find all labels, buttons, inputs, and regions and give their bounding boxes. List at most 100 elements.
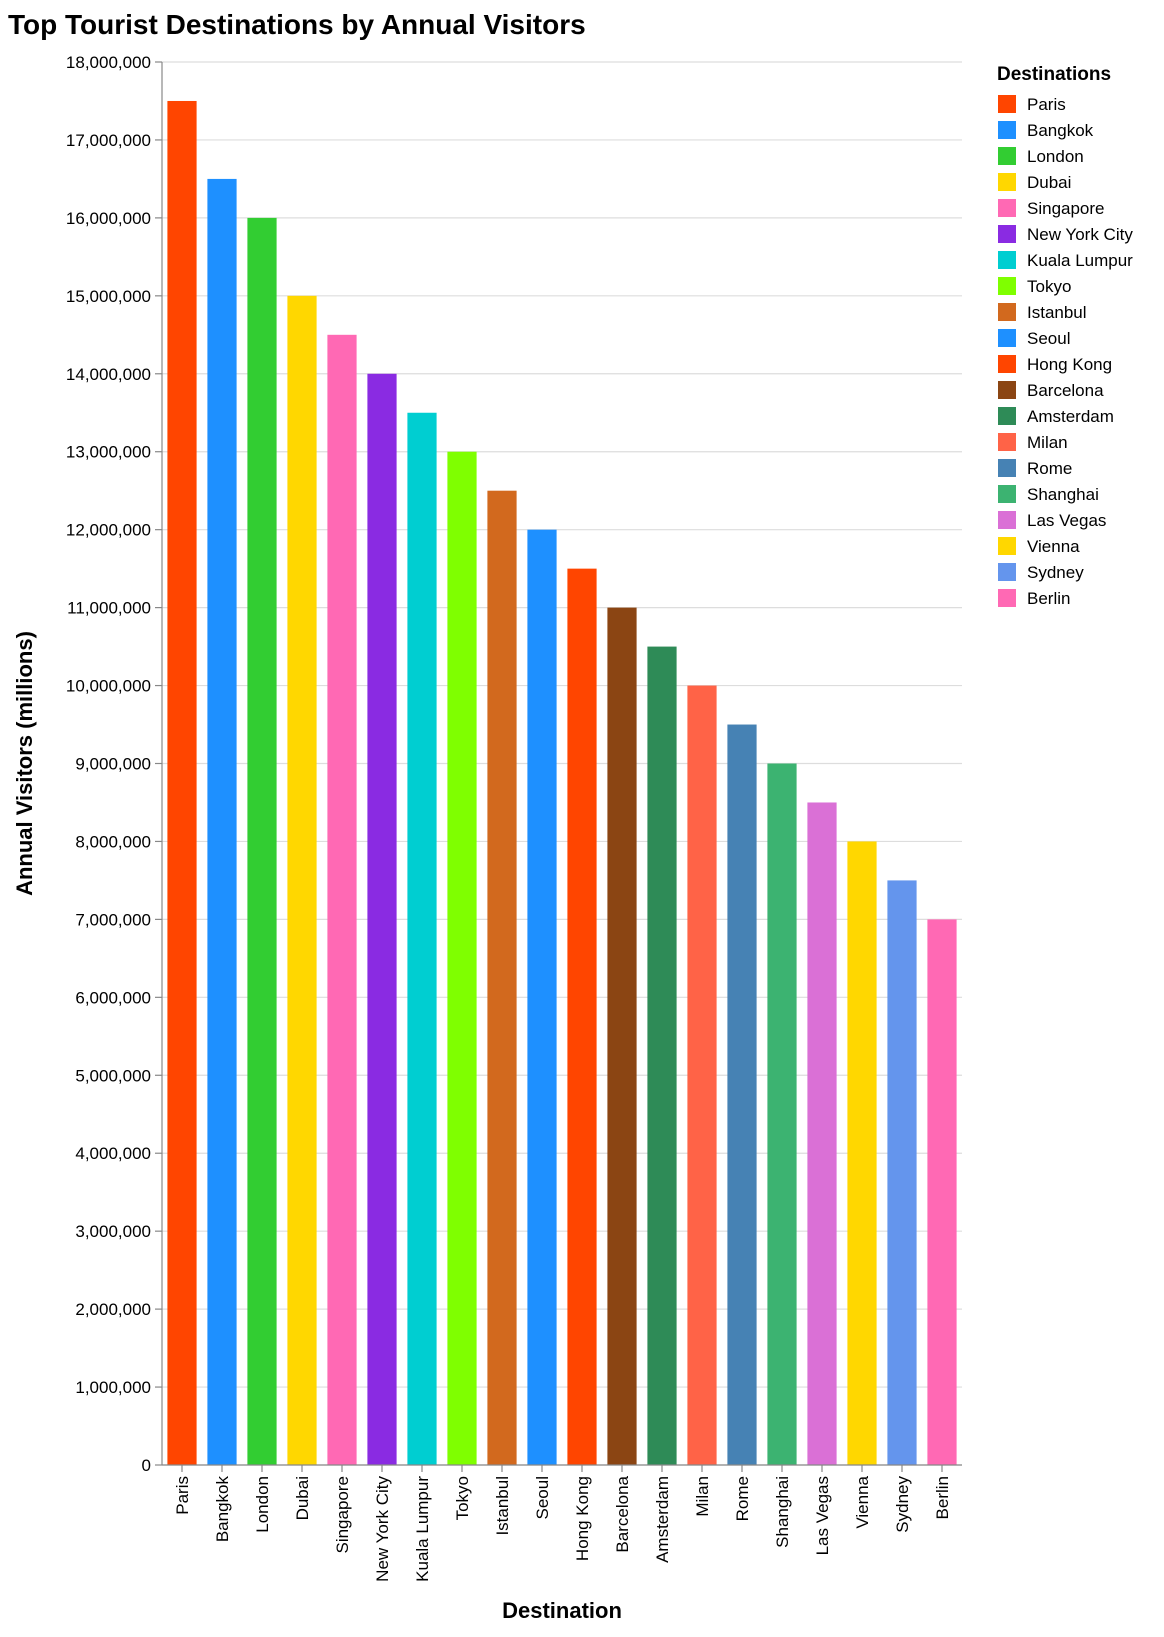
y-tick-label: 10,000,000 [66,677,151,696]
legend-label: Kuala Lumpur [1027,251,1133,270]
x-tick-label: Shanghai [773,1476,792,1548]
y-tick-label: 0 [142,1456,151,1475]
x-tick-label: Rome [733,1476,752,1521]
x-tick-label: New York City [373,1476,392,1582]
legend-swatch [998,563,1016,581]
bar-seoul [527,529,557,1465]
y-tick-label: 8,000,000 [75,832,151,851]
y-tick-label: 17,000,000 [66,131,151,150]
y-axis-label: Annual Visitors (millions) [12,631,37,896]
x-tick-label: Berlin [933,1476,952,1519]
x-axis-label: Destination [502,1598,622,1623]
legend-label: Las Vegas [1027,511,1106,530]
legend-swatch [998,589,1016,607]
bar-istanbul [487,490,517,1465]
legend-label: Bangkok [1027,121,1094,140]
legend-label: Seoul [1027,329,1070,348]
y-tick-label: 13,000,000 [66,443,151,462]
legend-label: Istanbul [1027,303,1087,322]
legend-label: Hong Kong [1027,355,1112,374]
legend-label: Vienna [1027,537,1080,556]
legend-label: Berlin [1027,589,1070,608]
x-tick-label: Kuala Lumpur [413,1476,432,1582]
y-axis: 0 1,000,000 2,000,000 3,000,000 4,000,000 5,0… [66,53,163,1475]
bar-barcelona [607,607,637,1465]
y-tick-label: 16,000,000 [66,209,151,228]
x-tick-label: Las Vegas [813,1476,832,1555]
legend-swatch [998,121,1016,139]
legend-swatch [998,407,1016,425]
bar-london [247,217,277,1465]
y-tick-label: 7,000,000 [75,910,151,929]
y-tick-label: 11,000,000 [67,599,151,618]
bar-dubai [287,295,317,1465]
legend-label: New York City [1027,225,1133,244]
x-tick-label: Seoul [533,1476,552,1519]
x-tick-label: Barcelona [613,1475,632,1552]
y-tick-label: 4,000,000 [75,1144,151,1163]
legend-swatch [998,459,1016,477]
legend-label: Amsterdam [1027,407,1114,426]
y-tick-label: 14,000,000 [66,365,151,384]
bars [167,100,957,1466]
legend-swatch [998,225,1016,243]
legend-swatch [998,329,1016,347]
legend-label: Paris [1027,95,1066,114]
legend-swatch [998,303,1016,321]
legend-swatch [998,277,1016,295]
y-tick-label: 18,000,000 [66,53,151,72]
legend-label: Sydney [1027,563,1084,582]
x-tick-label: Paris [173,1476,192,1515]
x-tick-label: Sydney [893,1476,912,1533]
x-tick-label: Singapore [333,1476,352,1554]
y-tick-label: 6,000,000 [75,988,151,1007]
legend-label: Milan [1027,433,1068,452]
x-tick-label: Hong Kong [573,1476,592,1561]
x-tick-label: Tokyo [453,1476,472,1520]
bar-tokyo [447,451,477,1465]
y-tick-label: 5,000,000 [75,1066,151,1085]
bar-rome [727,724,757,1465]
grid-lines [162,61,962,1466]
legend-label: Tokyo [1027,277,1071,296]
bar-new-york-city [367,373,397,1465]
bar-las-vegas [807,802,837,1465]
legend-swatch [998,381,1016,399]
x-tick-label: Amsterdam [653,1476,672,1563]
bar-amsterdam [647,646,677,1465]
bar-bangkok [207,178,237,1466]
x-axis: Paris Bangkok London Dubai Singapore New York… [162,1464,962,1582]
bar-sydney [887,880,917,1465]
legend-swatch [998,95,1016,113]
legend-swatch [998,433,1016,451]
legend-items: Paris Bangkok London Dubai Singapore New York… [998,95,1133,608]
x-tick-label: Bangkok [213,1476,232,1543]
legend-label: Rome [1027,459,1072,478]
legend: Destinations Paris Bangkok London Dubai Sing… [997,64,1133,608]
legend-label: Dubai [1027,173,1071,192]
y-tick-label: 3,000,000 [75,1222,151,1241]
bar-paris [167,100,197,1466]
legend-label: Singapore [1027,199,1105,218]
legend-swatch [998,173,1016,191]
x-tick-label: Istanbul [493,1476,512,1536]
bar-berlin [927,919,957,1465]
y-tick-label: 1,000,000 [75,1378,151,1397]
legend-swatch [998,147,1016,165]
legend-swatch [998,355,1016,373]
legend-label: Shanghai [1027,485,1099,504]
legend-label: London [1027,147,1084,166]
y-tick-label: 9,000,000 [75,755,151,774]
x-tick-label: Milan [693,1476,712,1517]
x-tick-label: Vienna [853,1475,872,1528]
y-tick-label: 12,000,000 [66,521,151,540]
bar-kuala-lumpur [407,412,437,1465]
bar-shanghai [767,763,797,1465]
legend-swatch [998,537,1016,555]
bar-hong-kong [567,568,597,1465]
legend-title: Destinations [997,64,1111,85]
legend-swatch [998,485,1016,503]
bar-singapore [327,334,357,1465]
